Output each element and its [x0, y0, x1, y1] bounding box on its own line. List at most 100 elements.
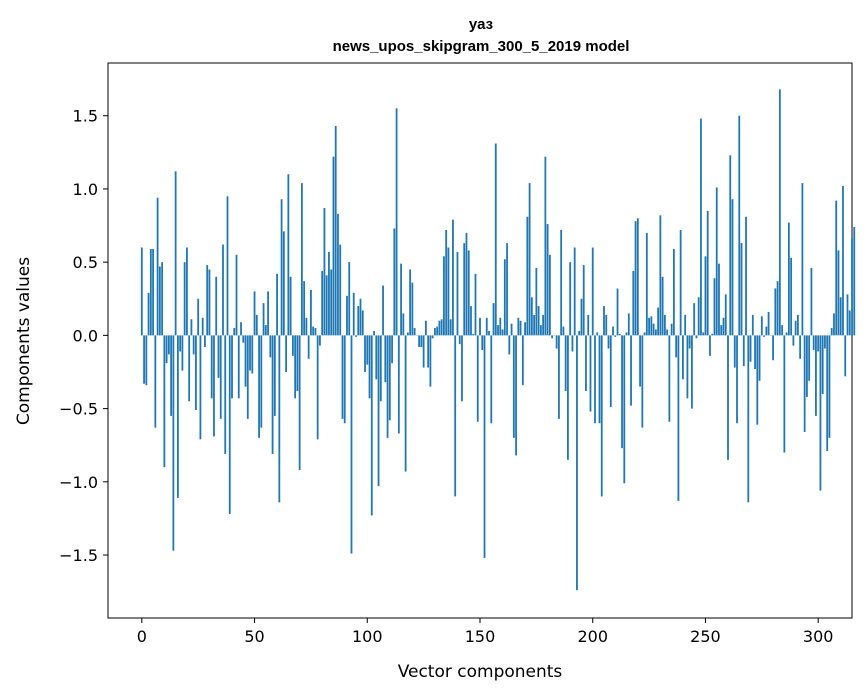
bar: [413, 328, 416, 336]
bar: [657, 307, 660, 336]
bar: [237, 335, 240, 399]
bar: [672, 248, 675, 336]
bar: [231, 335, 233, 399]
bar: [787, 222, 790, 336]
bar: [355, 335, 357, 337]
bar: [844, 335, 847, 377]
bar: [760, 316, 763, 336]
bars-group: [140, 89, 856, 591]
bar: [310, 289, 312, 336]
bar: [208, 269, 211, 336]
bar: [661, 276, 664, 336]
bar: [499, 317, 502, 336]
bar: [276, 273, 278, 336]
bar: [449, 319, 452, 336]
bar: [352, 292, 355, 336]
bar: [810, 268, 813, 336]
bar: [267, 291, 269, 336]
x-tick-label: 300: [803, 627, 834, 646]
bar: [558, 335, 560, 419]
bar: [307, 335, 310, 359]
x-tick-label: 250: [690, 627, 721, 646]
bar: [666, 329, 669, 336]
bar: [260, 335, 263, 428]
bar: [149, 248, 152, 336]
y-tick-label: 1.0: [73, 180, 98, 199]
bar: [476, 335, 479, 422]
y-tick-label: −0.5: [59, 400, 98, 419]
bar: [305, 317, 308, 336]
bar: [296, 335, 299, 392]
bar: [357, 306, 360, 336]
bar: [790, 257, 793, 336]
bar: [794, 320, 797, 336]
bar: [488, 330, 490, 336]
bar: [736, 335, 738, 424]
bar: [418, 335, 421, 348]
bar: [724, 294, 727, 336]
bar: [393, 228, 396, 336]
bar: [140, 247, 143, 336]
bar: [539, 325, 542, 336]
bar: [348, 262, 351, 336]
bar: [366, 335, 369, 365]
bar: [562, 326, 565, 336]
bar: [156, 197, 159, 336]
bar: [533, 314, 536, 336]
bar: [679, 229, 682, 336]
bar: [294, 335, 297, 399]
bar: [434, 328, 436, 336]
bar: [280, 199, 283, 336]
bar: [819, 335, 822, 491]
bar: [391, 335, 393, 364]
bar: [404, 335, 407, 472]
y-axis-ticks: −1.5 −1.0 −0.5 0.0 0.5 1.0 1.5: [59, 107, 108, 565]
bar: [803, 335, 806, 433]
bar: [799, 335, 802, 359]
bar: [190, 319, 193, 336]
bar: [636, 218, 639, 336]
bar: [643, 332, 646, 336]
bar: [623, 335, 626, 484]
bar: [754, 335, 756, 370]
bar: [370, 335, 373, 516]
bar: [219, 335, 222, 419]
bar: [826, 335, 829, 452]
bar: [328, 251, 330, 336]
bar: [501, 329, 504, 336]
bar: [298, 335, 301, 471]
bar: [154, 335, 157, 428]
bar: [244, 335, 247, 387]
bar: [289, 276, 292, 336]
bar: [228, 335, 231, 515]
bar: [576, 335, 578, 591]
bar: [839, 297, 842, 336]
bar: [812, 335, 815, 351]
bar: [697, 297, 700, 336]
bar: [411, 282, 414, 336]
bar: [271, 335, 274, 454]
bar: [828, 335, 831, 438]
bar: [585, 335, 587, 392]
bar: [774, 288, 777, 336]
bar: [458, 335, 461, 345]
bar: [702, 332, 705, 336]
bar: [526, 216, 529, 336]
bar: [377, 335, 380, 487]
bar: [519, 320, 522, 336]
x-tick-label: 100: [352, 627, 383, 646]
bar: [174, 171, 177, 336]
bar: [287, 174, 290, 336]
bar: [756, 335, 759, 425]
bar: [242, 335, 245, 343]
bar: [763, 335, 765, 337]
bar: [197, 298, 200, 336]
bar: [772, 335, 774, 361]
bar: [397, 335, 400, 434]
bar: [188, 335, 191, 402]
bar: [422, 335, 425, 368]
bar: [528, 183, 531, 336]
bar: [152, 248, 154, 336]
bar: [429, 335, 432, 387]
bar: [454, 335, 457, 497]
